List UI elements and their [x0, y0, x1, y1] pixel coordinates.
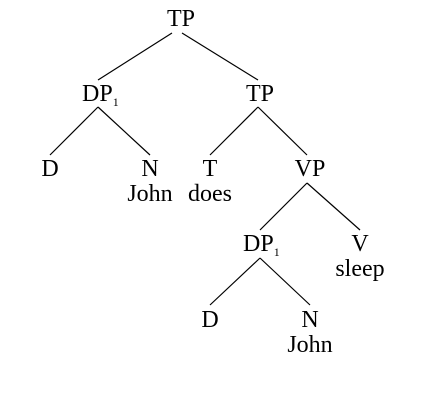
node-n: N [141, 156, 158, 182]
edge-vp-to-dp1 [259, 182, 308, 231]
node-d-lower: D [201, 307, 218, 333]
node-d: D [41, 156, 58, 182]
node-dp1-index: 1 [113, 95, 119, 109]
edge-tp-root-to-dp1 [97, 32, 173, 81]
tree-nodes: TP DP1 TP D N John T does VP DP1 V sleep… [41, 6, 384, 358]
word-sleep: sleep [335, 256, 384, 282]
edge-tp-to-vp [257, 106, 308, 156]
node-vp: VP [295, 156, 326, 182]
node-dp1-lower-index: 1 [274, 245, 280, 259]
word-does: does [188, 181, 232, 207]
node-v: V [351, 231, 369, 257]
edge-dp1-to-d [49, 106, 99, 156]
edge-dp1-lower-to-n [259, 257, 311, 306]
edge-tp-root-to-tp [181, 32, 259, 81]
edge-dp1-to-n [97, 106, 151, 156]
word-john: John [127, 181, 172, 207]
edge-tp-to-t [209, 106, 259, 156]
node-dp1-lower: DP1 [243, 231, 280, 259]
node-n-lower: N [301, 307, 318, 333]
node-t: T [203, 156, 218, 182]
node-dp1-lower-label: DP [243, 231, 274, 257]
node-tp: TP [246, 81, 274, 107]
node-dp1-label: DP [82, 81, 113, 107]
edge-dp1-lower-to-d [209, 257, 261, 306]
edge-vp-to-v [306, 182, 361, 231]
tree-edges [49, 32, 361, 306]
node-dp1: DP1 [82, 81, 119, 109]
node-tp-root: TP [167, 6, 195, 32]
word-john-lower: John [287, 332, 332, 358]
